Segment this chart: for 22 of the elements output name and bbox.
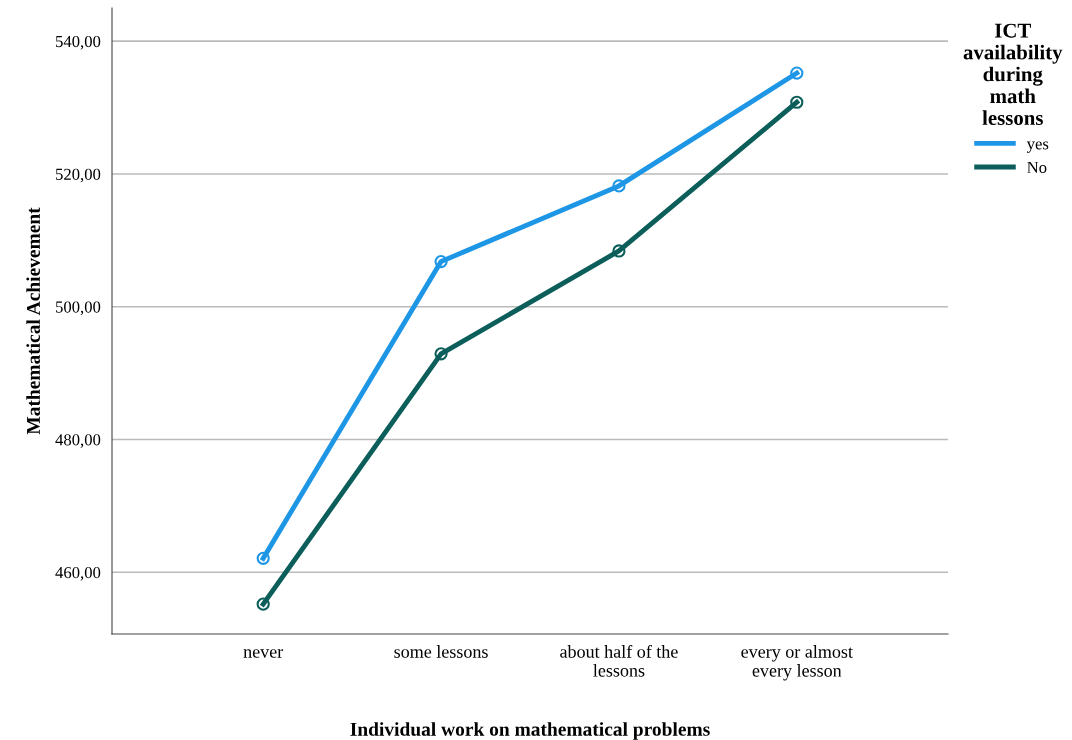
- y-tick-label: 520,00: [56, 168, 101, 183]
- legend-label: No: [1027, 161, 1047, 174]
- y-tick-label: 480,00: [55, 434, 101, 448]
- point: [434, 254, 448, 269]
- y-axis-title: Mathematical Achievement: [26, 207, 40, 435]
- point: [256, 551, 270, 565]
- x-tick-label: some lessons: [394, 645, 488, 658]
- y-tick-label: 540,00: [56, 35, 101, 50]
- x-tick-label: every or almost every lesson: [741, 645, 853, 681]
- y-tick-label: 460,00: [55, 566, 101, 581]
- x-tick-label: never: [243, 649, 284, 658]
- point: [790, 95, 804, 109]
- x-axis-title: Individual work on mathematical problems: [350, 722, 710, 740]
- legend-title: ICT availability during math lessons: [963, 23, 1063, 126]
- point: [434, 347, 448, 361]
- legend-label: yes: [1026, 141, 1049, 153]
- point: [790, 66, 804, 80]
- point: [256, 597, 270, 611]
- point: [612, 179, 626, 193]
- x-tick-label: about half of the lessons: [560, 644, 678, 677]
- y-tick-label: 500,00: [56, 301, 101, 316]
- point: [612, 244, 626, 258]
